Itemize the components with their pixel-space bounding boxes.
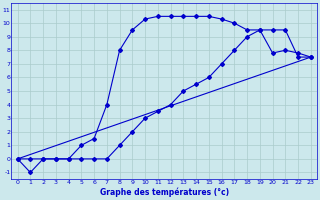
X-axis label: Graphe des températures (°c): Graphe des températures (°c) xyxy=(100,188,229,197)
